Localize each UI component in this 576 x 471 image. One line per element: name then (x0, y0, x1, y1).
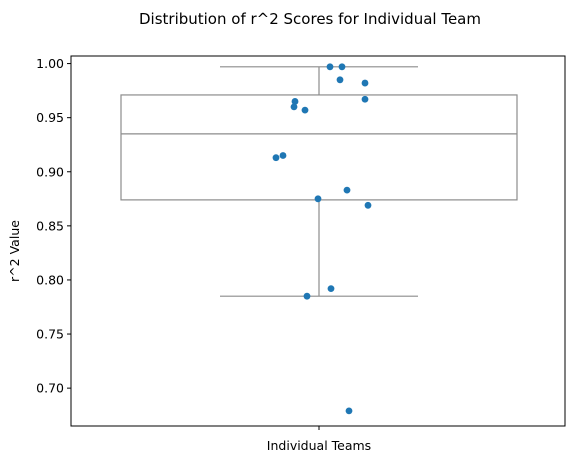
y-tick-label: 0.90 (36, 164, 64, 179)
plot-frame (70, 55, 566, 427)
data-point (301, 106, 309, 114)
y-tick-label: 0.80 (36, 272, 64, 287)
iqr-box (120, 94, 518, 201)
data-point (364, 201, 372, 209)
data-point (338, 63, 346, 71)
data-point (336, 76, 344, 84)
data-point (291, 98, 299, 105)
chart-title: Distribution of r^2 Scores for Individua… (139, 10, 481, 28)
y-axis-label: r^2 Value (7, 220, 22, 282)
data-point (326, 63, 334, 71)
plot-area: 0.70 0.75 0.80 0.85 0.90 0.95 1.00 Individual T… (36, 55, 566, 453)
data-point (361, 79, 369, 87)
data-point (314, 195, 322, 203)
data-point (361, 95, 369, 103)
data-point (345, 407, 353, 415)
data-point (279, 152, 287, 159)
y-tick-label: 0.70 (36, 381, 64, 396)
data-point (272, 154, 280, 162)
data-point (303, 292, 311, 300)
y-tick-label: 0.95 (36, 110, 64, 125)
y-tick-label: 1.00 (36, 56, 64, 71)
data-point (290, 103, 298, 111)
x-tick-label: Individual Teams (267, 438, 371, 453)
y-tick-label: 0.75 (36, 327, 64, 342)
y-tick-label: 0.85 (36, 218, 64, 233)
data-point (327, 285, 335, 293)
data-point (343, 186, 351, 194)
